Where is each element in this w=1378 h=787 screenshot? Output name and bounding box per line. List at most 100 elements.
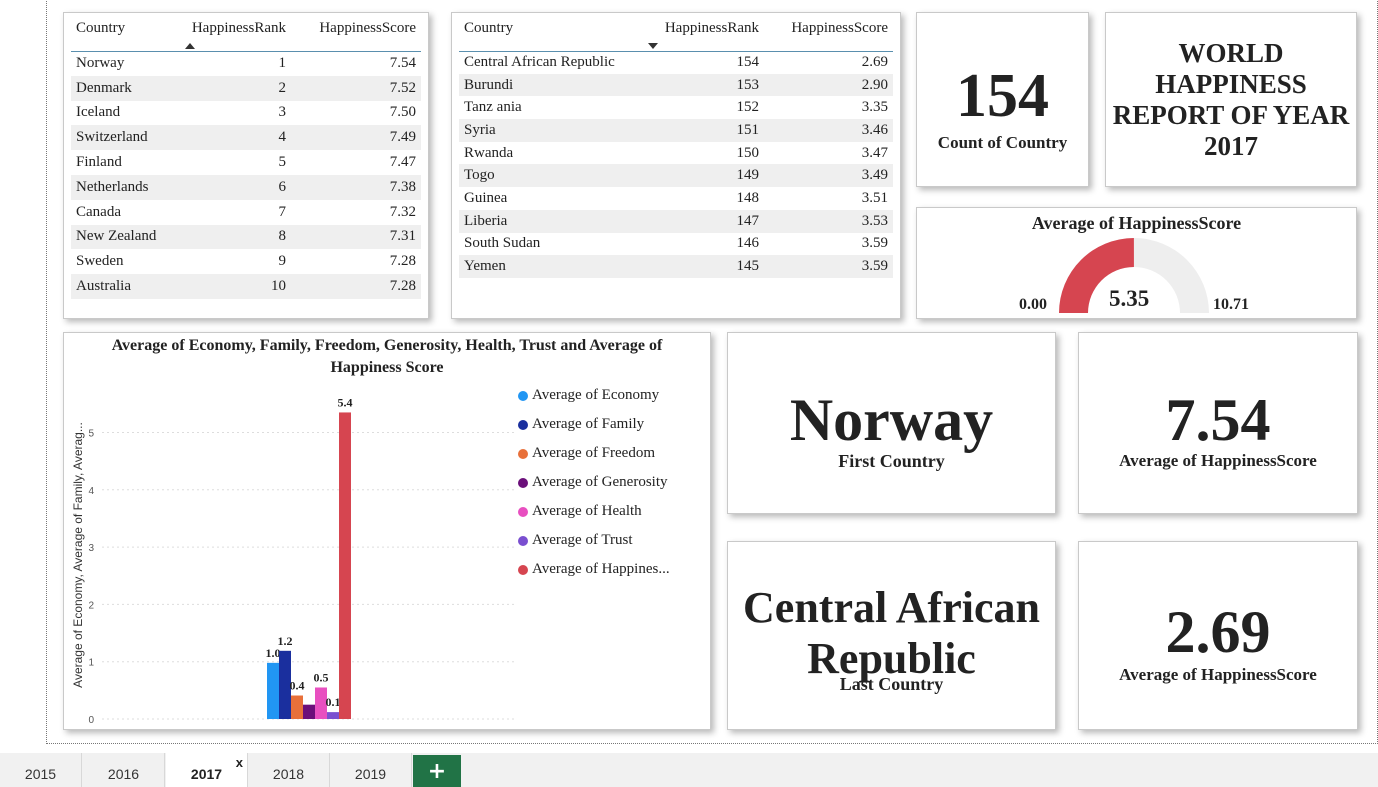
score-cell: 7.50 bbox=[389, 104, 416, 121]
score-cell: 7.31 bbox=[291, 224, 421, 250]
column-header-happiness-score[interactable]: HappinessScore bbox=[291, 13, 421, 52]
column-header-country[interactable]: Country bbox=[71, 13, 181, 52]
bottom-countries-table-card[interactable]: Country HappinessRank HappinessScore Cen… bbox=[451, 12, 901, 319]
table-row[interactable]: Togo 149 3.49 bbox=[459, 164, 893, 188]
legend-color-icon bbox=[518, 506, 528, 517]
data-label: 0.4 bbox=[290, 679, 305, 693]
table-row[interactable]: Iceland 3 7.50 bbox=[71, 101, 421, 126]
table-row[interactable]: Guinea 148 3.51 bbox=[459, 187, 893, 210]
gauge-title: Average of HappinessScore bbox=[1031, 213, 1242, 233]
table-row[interactable]: Tanz ania 152 3.35 bbox=[459, 96, 893, 119]
score-cell: 7.49 bbox=[291, 125, 421, 151]
table-row[interactable]: South Sudan 146 3.59 bbox=[459, 233, 893, 256]
score-cell: 3.35 bbox=[861, 99, 888, 116]
country-cell: Rwanda bbox=[464, 144, 514, 161]
first-country-value: Norway bbox=[789, 387, 994, 453]
rank-cell: 149 bbox=[644, 164, 764, 188]
table-row[interactable]: Canada 7 7.32 bbox=[71, 200, 421, 225]
score-cell: 3.53 bbox=[764, 209, 893, 233]
bar-3[interactable] bbox=[303, 704, 315, 719]
tab-2016[interactable]: 2016 bbox=[83, 753, 165, 787]
legend-item[interactable]: Average of Health bbox=[518, 503, 642, 520]
bar-5[interactable] bbox=[327, 712, 339, 719]
first-country-label: First Country bbox=[838, 451, 945, 471]
country-cell: Guinea bbox=[464, 189, 508, 206]
bar-2[interactable] bbox=[291, 695, 303, 719]
table-row[interactable]: Netherlands 6 7.38 bbox=[71, 174, 421, 200]
tab-2018[interactable]: 2018 bbox=[248, 753, 330, 787]
country-cell: Australia bbox=[71, 274, 181, 299]
last-country-card[interactable]: Central African Republic Last Country bbox=[727, 541, 1056, 730]
table-row[interactable]: Australia 10 7.28 bbox=[71, 274, 421, 299]
legend-item[interactable]: Average of Freedom bbox=[518, 445, 655, 462]
legend-item[interactable]: Average of Trust bbox=[518, 532, 633, 549]
score-cell: 2.90 bbox=[764, 73, 893, 97]
table-row[interactable]: Central African Republic 154 2.69 bbox=[459, 51, 893, 74]
report-title: WORLD HAPPINESS REPORT OF YEAR 2017 bbox=[1112, 37, 1350, 161]
sort-ascending-icon bbox=[185, 42, 195, 49]
tab-2015[interactable]: 2015 bbox=[0, 753, 82, 787]
table-row[interactable]: Denmark 2 7.52 bbox=[71, 75, 421, 101]
bar-6[interactable] bbox=[339, 412, 351, 719]
average-happiness-gauge-card[interactable]: Average of HappinessScore 0.00 5.35 10.7… bbox=[916, 207, 1357, 319]
add-page-button[interactable]: + bbox=[413, 755, 461, 787]
bar-4[interactable] bbox=[315, 687, 327, 719]
first-country-score-label: Average of HappinessScore bbox=[1119, 451, 1317, 470]
table-row[interactable]: Sweden 9 7.28 bbox=[71, 249, 421, 274]
legend-item[interactable]: Average of Economy bbox=[518, 387, 659, 404]
gauge-fill bbox=[1059, 238, 1134, 313]
last-country-score-value: 2.69 bbox=[1165, 599, 1271, 665]
gauge-value-label: 5.35 bbox=[1109, 286, 1150, 311]
column-header-happiness-rank[interactable]: HappinessRank bbox=[181, 13, 291, 52]
column-header-happiness-rank[interactable]: HappinessRank bbox=[644, 13, 764, 52]
legend-item[interactable]: Average of Generosity bbox=[518, 474, 668, 491]
tab-2019[interactable]: 2019 bbox=[330, 753, 412, 787]
country-cell: Central African Republic bbox=[464, 54, 615, 71]
rank-cell: 1 bbox=[278, 55, 287, 72]
legend-label: Average of Trust bbox=[532, 532, 633, 548]
table-row[interactable]: Finland 5 7.47 bbox=[71, 150, 421, 175]
table-row[interactable]: Liberia 147 3.53 bbox=[459, 209, 893, 233]
country-cell: Syria bbox=[459, 119, 644, 142]
table-row[interactable]: Switzerland 4 7.49 bbox=[71, 125, 421, 151]
sort-descending-icon bbox=[648, 42, 658, 49]
top-countries-table-card[interactable]: Country HappinessRank HappinessScore Nor… bbox=[63, 12, 429, 319]
legend-color-icon bbox=[518, 477, 528, 488]
table-row[interactable]: Rwanda 150 3.47 bbox=[459, 142, 893, 165]
column-header-country[interactable]: Country bbox=[459, 13, 644, 52]
table-row[interactable]: Norway 1 7.54 bbox=[71, 51, 421, 76]
averages-bar-chart-card[interactable]: Average of Economy, Family, Freedom, Gen… bbox=[63, 332, 711, 730]
rank-cell: 7 bbox=[278, 203, 287, 220]
data-label: 1.0 bbox=[266, 646, 281, 660]
bar-1[interactable] bbox=[279, 650, 291, 719]
table-row[interactable]: Burundi 153 2.90 bbox=[459, 73, 893, 97]
count-of-country-card[interactable]: 154 Count of Country bbox=[916, 12, 1089, 187]
table-row[interactable]: Syria 151 3.46 bbox=[459, 119, 893, 142]
bar-0[interactable] bbox=[267, 662, 279, 719]
data-label: 5.4 bbox=[338, 395, 353, 409]
first-country-score-card[interactable]: 7.54 Average of HappinessScore bbox=[1078, 332, 1358, 514]
last-country-score-card[interactable]: 2.69 Average of HappinessScore bbox=[1078, 541, 1358, 730]
legend-label: Average of Health bbox=[532, 503, 642, 519]
legend-label: Average of Economy bbox=[532, 387, 660, 403]
rank-cell: 5 bbox=[278, 154, 287, 171]
score-cell: 3.49 bbox=[764, 164, 893, 188]
tab-label: 2017 bbox=[190, 766, 223, 782]
close-tab-icon[interactable]: x bbox=[235, 755, 243, 770]
column-header-happiness-score[interactable]: HappinessScore bbox=[764, 13, 893, 52]
table-row[interactable]: Yemen 145 3.59 bbox=[459, 255, 893, 278]
rank-cell: 146 bbox=[736, 235, 760, 252]
table-row[interactable]: New Zealand 8 7.31 bbox=[71, 224, 421, 250]
score-cell: 7.32 bbox=[389, 203, 416, 220]
first-country-card[interactable]: Norway First Country bbox=[727, 332, 1056, 514]
first-country-score-value: 7.54 bbox=[1165, 387, 1271, 453]
rank-cell: 147 bbox=[644, 209, 764, 233]
country-cell: Iceland bbox=[76, 104, 121, 121]
legend-item[interactable]: Average of Family bbox=[518, 416, 644, 433]
country-cell: Norway bbox=[76, 55, 125, 72]
tab-2017[interactable]: 2017 x bbox=[166, 753, 248, 787]
legend-item[interactable]: Average of Happines... bbox=[518, 561, 670, 578]
y-tick-label: 4 bbox=[88, 486, 94, 497]
data-label: 1.2 bbox=[278, 634, 293, 648]
